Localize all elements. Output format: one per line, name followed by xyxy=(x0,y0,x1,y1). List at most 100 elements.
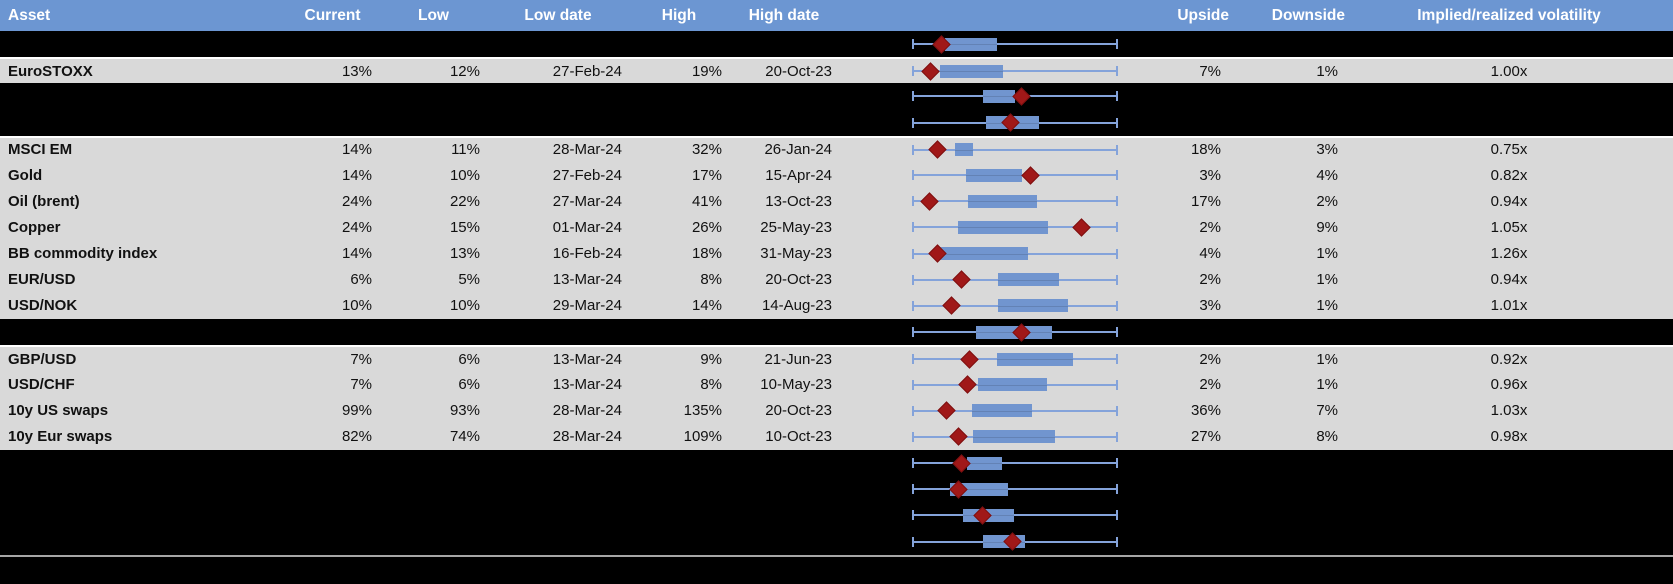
low-date-cell[interactable]: 13-Mar-24 xyxy=(552,271,622,289)
asset-cell[interactable]: BB commodity index xyxy=(8,245,158,263)
high-cell[interactable]: 8% xyxy=(700,376,722,394)
low-date-cell[interactable]: 27-Feb-24 xyxy=(552,62,622,80)
asset-cell[interactable]: MSCI EM xyxy=(8,141,73,159)
high-cell[interactable]: 17% xyxy=(691,166,722,184)
low-date-cell[interactable]: 01-Mar-24 xyxy=(552,218,622,236)
low-date-cell[interactable]: 27-Mar-24 xyxy=(552,192,622,210)
low-cell[interactable]: 5% xyxy=(458,271,480,289)
hidden-row[interactable] xyxy=(0,528,1673,555)
table-row[interactable]: EUR/USD 6% 5% 13-Mar-24 8% 20-Oct-23 2% 1% 0.94x xyxy=(0,266,1673,293)
low-cell[interactable]: 74% xyxy=(449,428,480,446)
low-date-cell[interactable]: 28-Mar-24 xyxy=(552,428,622,446)
header-implied-realized-volatility[interactable]: Implied/realized volatility xyxy=(1417,6,1601,24)
current-cell[interactable]: 6% xyxy=(350,271,372,289)
downside-cell[interactable]: 1% xyxy=(1316,350,1338,368)
high-date-cell[interactable]: 20-Oct-23 xyxy=(765,402,832,420)
current-cell[interactable]: 82% xyxy=(341,428,372,446)
upside-cell[interactable]: 2% xyxy=(1199,376,1221,394)
downside-cell[interactable]: 9% xyxy=(1316,218,1338,236)
downside-cell[interactable]: 8% xyxy=(1316,428,1338,446)
hidden-row[interactable] xyxy=(0,319,1673,346)
hidden-row[interactable] xyxy=(0,83,1673,110)
low-cell[interactable]: 93% xyxy=(449,402,480,420)
current-cell[interactable]: 13% xyxy=(341,62,372,80)
downside-cell[interactable]: 1% xyxy=(1316,376,1338,394)
upside-cell[interactable]: 3% xyxy=(1199,166,1221,184)
implied-volatility-cell[interactable]: 1.00x xyxy=(1490,62,1528,80)
low-cell[interactable]: 6% xyxy=(458,350,480,368)
implied-volatility-cell[interactable]: 0.82x xyxy=(1490,166,1528,184)
current-cell[interactable]: 14% xyxy=(341,245,372,263)
low-cell[interactable]: 22% xyxy=(449,192,480,210)
hidden-row[interactable] xyxy=(0,476,1673,503)
current-cell[interactable]: 14% xyxy=(341,166,372,184)
table-row[interactable]: MSCI EM 14% 11% 28-Mar-24 32% 26-Jan-24 18% 3% 0… xyxy=(0,135,1673,162)
low-cell[interactable]: 15% xyxy=(449,218,480,236)
asset-cell[interactable]: USD/NOK xyxy=(8,297,78,315)
asset-cell[interactable]: Gold xyxy=(8,166,43,184)
table-row[interactable]: 10y US swaps 99% 93% 28-Mar-24 135% 20-Oct-23… xyxy=(0,397,1673,424)
upside-cell[interactable]: 27% xyxy=(1190,428,1221,446)
high-cell[interactable]: 26% xyxy=(691,218,722,236)
current-cell[interactable]: 14% xyxy=(341,141,372,159)
implied-volatility-cell[interactable]: 1.01x xyxy=(1490,297,1528,315)
header-low-date[interactable]: Low date xyxy=(524,6,592,24)
header-upside[interactable]: Upside xyxy=(1177,6,1229,24)
downside-cell[interactable]: 1% xyxy=(1316,271,1338,289)
high-date-cell[interactable]: 14-Aug-23 xyxy=(761,297,832,315)
downside-cell[interactable]: 1% xyxy=(1316,297,1338,315)
high-cell[interactable]: 9% xyxy=(700,350,722,368)
high-date-cell[interactable]: 31-May-23 xyxy=(760,245,832,263)
high-cell[interactable]: 109% xyxy=(683,428,722,446)
asset-cell[interactable]: Copper xyxy=(8,218,61,236)
upside-cell[interactable]: 3% xyxy=(1199,297,1221,315)
low-cell[interactable]: 13% xyxy=(449,245,480,263)
current-cell[interactable]: 99% xyxy=(341,402,372,420)
table-row[interactable]: Copper 24% 15% 01-Mar-24 26% 25-May-23 2% 9% 1.0… xyxy=(0,214,1673,241)
low-date-cell[interactable]: 28-Mar-24 xyxy=(552,141,622,159)
header-asset[interactable]: Asset xyxy=(8,6,51,24)
implied-volatility-cell[interactable]: 1.26x xyxy=(1490,245,1528,263)
downside-cell[interactable]: 3% xyxy=(1316,141,1338,159)
header-high[interactable]: High xyxy=(661,6,697,24)
implied-volatility-cell[interactable]: 0.75x xyxy=(1490,141,1528,159)
low-date-cell[interactable]: 13-Mar-24 xyxy=(552,350,622,368)
low-date-cell[interactable]: 27-Feb-24 xyxy=(552,166,622,184)
high-date-cell[interactable]: 15-Apr-24 xyxy=(765,166,832,184)
high-date-cell[interactable]: 10-Oct-23 xyxy=(765,428,832,446)
table-row[interactable]: Gold 14% 10% 27-Feb-24 17% 15-Apr-24 3% 4% 0.82x xyxy=(0,161,1673,189)
implied-volatility-cell[interactable]: 0.94x xyxy=(1490,271,1528,289)
table-row[interactable]: USD/CHF 7% 6% 13-Mar-24 8% 10-May-23 2% 1% 0.96x xyxy=(0,371,1673,398)
implied-volatility-cell[interactable]: 1.03x xyxy=(1490,402,1528,420)
asset-cell[interactable]: EuroSTOXX xyxy=(8,62,93,80)
high-date-cell[interactable]: 20-Oct-23 xyxy=(765,62,832,80)
high-date-cell[interactable]: 13-Oct-23 xyxy=(765,192,832,210)
low-date-cell[interactable]: 16-Feb-24 xyxy=(552,245,622,263)
upside-cell[interactable]: 2% xyxy=(1199,218,1221,236)
downside-cell[interactable]: 7% xyxy=(1316,402,1338,420)
low-cell[interactable]: 6% xyxy=(458,376,480,394)
table-row[interactable]: BB commodity index 14% 13% 16-Feb-24 18% 31-M… xyxy=(0,240,1673,267)
high-cell[interactable]: 19% xyxy=(691,62,722,80)
current-cell[interactable]: 24% xyxy=(341,218,372,236)
implied-volatility-cell[interactable]: 1.05x xyxy=(1490,218,1528,236)
high-cell[interactable]: 8% xyxy=(700,271,722,289)
current-cell[interactable]: 10% xyxy=(341,297,372,315)
implied-volatility-cell[interactable]: 0.94x xyxy=(1490,192,1528,210)
high-date-cell[interactable]: 26-Jan-24 xyxy=(764,141,832,159)
high-date-cell[interactable]: 20-Oct-23 xyxy=(765,271,832,289)
low-date-cell[interactable]: 29-Mar-24 xyxy=(552,297,622,315)
downside-cell[interactable]: 1% xyxy=(1316,245,1338,263)
table-row[interactable]: GBP/USD 7% 6% 13-Mar-24 9% 21-Jun-23 2% 1% 0.92x xyxy=(0,345,1673,372)
asset-cell[interactable]: Oil (brent) xyxy=(8,192,80,210)
upside-cell[interactable]: 2% xyxy=(1199,350,1221,368)
header-high-date[interactable]: High date xyxy=(748,6,820,24)
high-date-cell[interactable]: 25-May-23 xyxy=(760,218,832,236)
upside-cell[interactable]: 17% xyxy=(1190,192,1221,210)
asset-cell[interactable]: 10y Eur swaps xyxy=(8,428,113,446)
high-cell[interactable]: 32% xyxy=(691,141,722,159)
downside-cell[interactable]: 2% xyxy=(1316,192,1338,210)
upside-cell[interactable]: 36% xyxy=(1190,402,1221,420)
high-cell[interactable]: 135% xyxy=(683,402,722,420)
header-downside[interactable]: Downside xyxy=(1271,6,1345,24)
